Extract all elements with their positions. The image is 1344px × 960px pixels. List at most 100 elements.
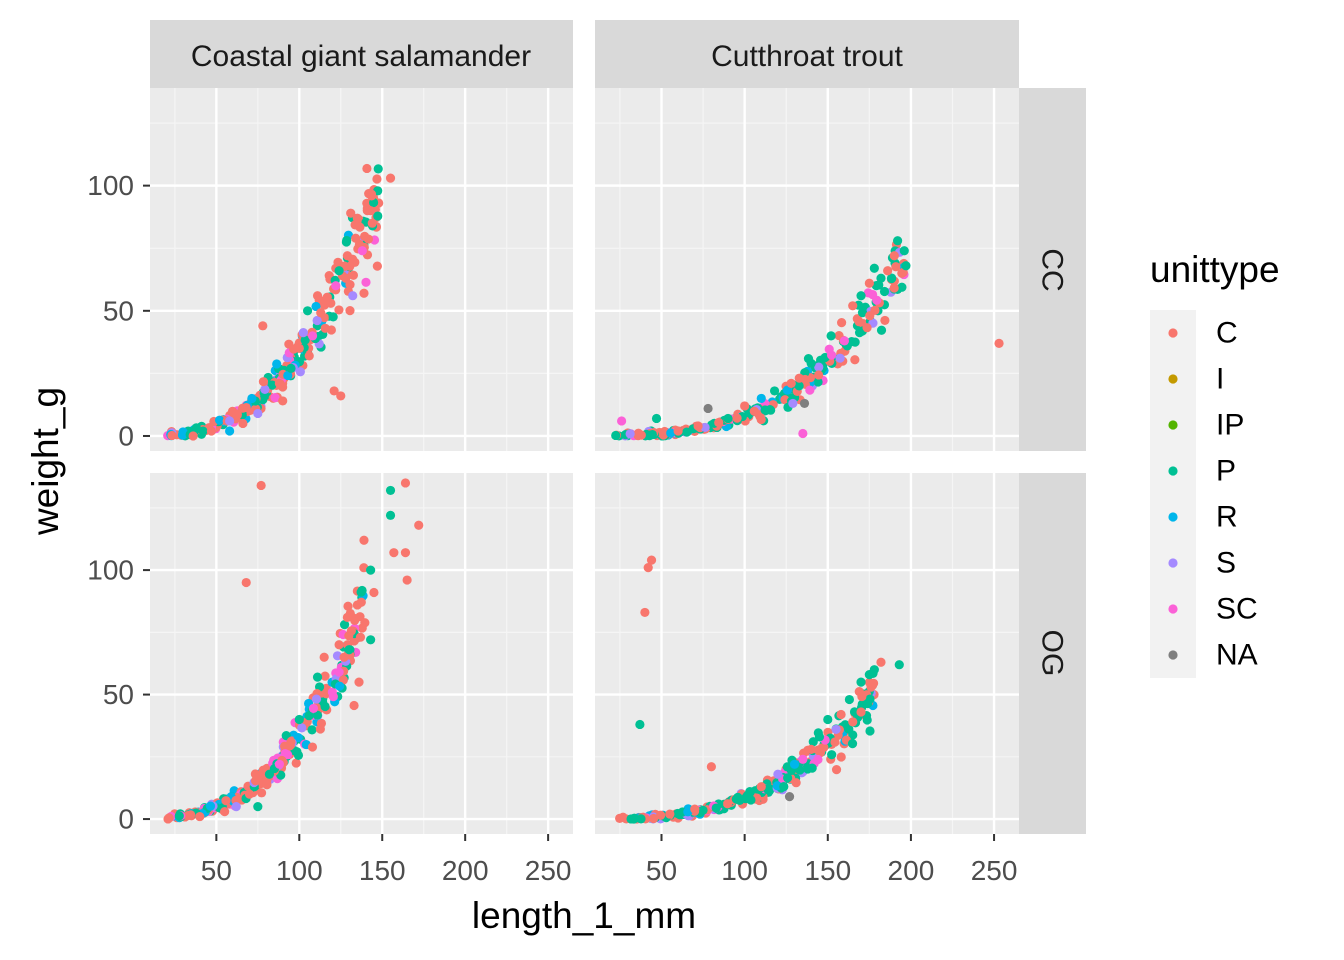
scatter-point — [278, 396, 288, 406]
scatter-point — [788, 398, 798, 409]
x-tick-label: 50 — [646, 855, 677, 886]
scatter-point — [214, 415, 225, 425]
y-tick-label: 0 — [118, 420, 134, 451]
scatter-point — [749, 406, 759, 416]
scatter-point — [195, 811, 205, 822]
scatter-point — [341, 273, 351, 283]
scatter-point — [348, 291, 358, 301]
scatter-point — [414, 520, 424, 530]
scatter-point — [366, 635, 376, 645]
scatter-point — [611, 430, 621, 441]
scatter-point — [231, 802, 241, 812]
scatter-point — [247, 393, 257, 404]
scatter-point — [756, 414, 766, 425]
scatter-point — [745, 787, 755, 798]
scatter-point — [352, 600, 362, 610]
scatter-point — [225, 416, 235, 426]
scatter-point — [372, 261, 382, 271]
scatter-point — [339, 620, 350, 630]
scatter-point — [883, 266, 893, 276]
scatter-point — [244, 789, 255, 799]
strip-col-2-bg — [595, 20, 1019, 88]
scatter-point — [740, 401, 750, 411]
legend-items: CI IP PRS SC NA — [1168, 317, 1258, 672]
scatter-point — [178, 427, 188, 437]
scatter-point — [806, 744, 816, 754]
scatter-point — [385, 173, 396, 183]
scatter-point — [794, 373, 804, 383]
scatter-point — [205, 801, 216, 811]
scatter-point — [307, 725, 317, 735]
scatter-point — [666, 428, 676, 438]
scatter-point — [294, 343, 304, 353]
scatter-point — [339, 652, 349, 662]
scatter-point — [835, 353, 845, 363]
scatter-point — [258, 377, 269, 387]
strip-row-1-label: CC — [1036, 248, 1069, 291]
scatter-point — [889, 251, 899, 261]
scatter-point — [636, 430, 646, 440]
strip-row-2-label: OG — [1036, 630, 1069, 677]
scatter-point — [836, 752, 846, 762]
scatter-point — [307, 331, 318, 341]
scatter-point — [849, 707, 860, 717]
scatter-point — [342, 612, 352, 623]
scatter-point — [293, 733, 303, 743]
scatter-point — [315, 724, 325, 734]
scatter-point — [270, 393, 280, 403]
scatter-point — [894, 660, 904, 670]
x-tick-label: 250 — [971, 855, 1018, 886]
scatter-point — [307, 742, 318, 752]
scatter-point — [357, 246, 367, 256]
legend-label: SC — [1216, 593, 1258, 626]
panel-background — [150, 473, 573, 834]
scatter-point — [847, 739, 858, 749]
scatter-point — [869, 263, 879, 273]
legend-title: unittype — [1150, 249, 1280, 290]
scatter-point — [373, 211, 383, 221]
scatter-point — [360, 618, 370, 628]
scatter-point — [186, 810, 196, 820]
scatter-point — [865, 726, 875, 736]
scatter-point — [250, 776, 261, 786]
scatter-point — [221, 796, 231, 806]
legend-key-ip — [1168, 420, 1178, 430]
scatter-point — [852, 314, 862, 324]
y-tick-label: 100 — [87, 555, 134, 586]
scatter-point — [876, 273, 886, 283]
scatter-point — [831, 724, 841, 735]
scatter-point — [302, 306, 313, 316]
scatter-point — [866, 682, 876, 692]
scatter-point — [334, 667, 344, 677]
scatter-point — [683, 807, 693, 817]
scatter-point — [805, 385, 815, 395]
panel-coastal-giant-salamander-cc — [150, 88, 573, 451]
legend-key-c — [1168, 328, 1178, 338]
scatter-point — [272, 359, 282, 369]
scatter-point — [351, 233, 361, 243]
scatter-point — [357, 585, 367, 596]
scatter-point — [346, 626, 357, 636]
scatter-point — [789, 759, 800, 769]
scatter-point — [345, 306, 355, 316]
scatter-point — [308, 703, 319, 714]
legend-key-p — [1168, 466, 1178, 476]
scatter-point — [198, 426, 208, 436]
y-tick-label: 50 — [103, 679, 134, 710]
scatter-point — [814, 732, 825, 742]
scatter-point — [362, 163, 372, 174]
scatter-point — [856, 677, 866, 687]
strip-col-1-label: Coastal giant salamander — [191, 40, 531, 73]
panel-cutthroat-trout-cc — [595, 88, 1019, 451]
scatter-point — [286, 737, 296, 747]
y-axis-title: weight_g — [25, 387, 66, 536]
scatter-point — [646, 555, 657, 565]
scatter-point — [352, 213, 362, 223]
scatter-point — [346, 208, 356, 218]
scatter-point — [283, 370, 293, 381]
scatter-point — [359, 535, 369, 545]
scatter-point — [618, 812, 628, 822]
scatter-point — [760, 405, 770, 415]
scatter-point — [899, 246, 909, 256]
